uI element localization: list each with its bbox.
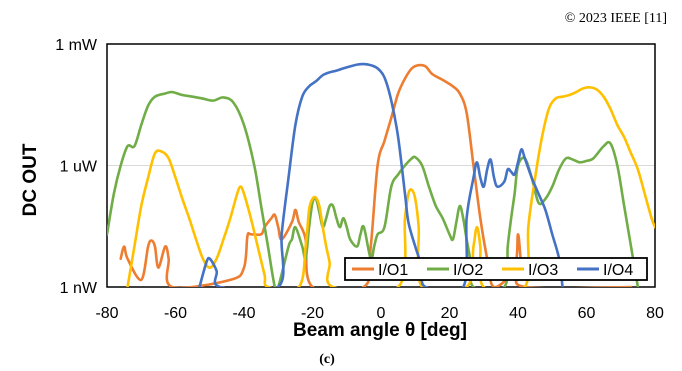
y-tick-label: 1 mW	[55, 37, 98, 54]
y-axis-label: DC OUT	[20, 143, 41, 216]
series-layer	[107, 62, 655, 287]
x-tick-label: -60	[164, 305, 187, 322]
x-tick-label: -20	[301, 305, 324, 322]
gridlines	[107, 43, 655, 288]
x-tick-label: 20	[441, 305, 459, 322]
plot-frame	[106, 43, 656, 288]
x-tick-labels: -80 -60 -40 -20 0 20 40 60 80	[95, 305, 664, 322]
legend: I/O1 I/O2 I/O3 I/O4	[344, 257, 648, 281]
series-line-2	[107, 90, 640, 287]
series-line-4	[198, 62, 564, 287]
copyright-notice: © 2023 IEEE [11]	[565, 11, 667, 26]
series-line-1	[119, 63, 633, 287]
x-tick-label: 60	[578, 305, 596, 322]
x-tick-label: -80	[95, 305, 118, 322]
x-axis-label: Beam angle θ [deg]	[293, 320, 467, 341]
x-tick-label: -40	[232, 305, 255, 322]
legend-box	[344, 257, 648, 281]
series-line-3	[126, 86, 655, 287]
panel-label: (c)	[319, 352, 335, 367]
y-tick-labels: 1 mW 1 uW 1 nW	[55, 37, 98, 297]
x-tick-label: 40	[509, 305, 527, 322]
x-tick-label: 0	[377, 305, 386, 322]
x-tick-label: 80	[646, 305, 664, 322]
legend-label: I/O1	[378, 262, 408, 279]
y-tick-label: 1 nW	[60, 280, 98, 297]
y-tick-label: 1 uW	[60, 159, 98, 176]
legend-label: I/O4	[603, 262, 633, 279]
legend-label: I/O2	[453, 262, 483, 279]
legend-label: I/O3	[528, 262, 558, 279]
